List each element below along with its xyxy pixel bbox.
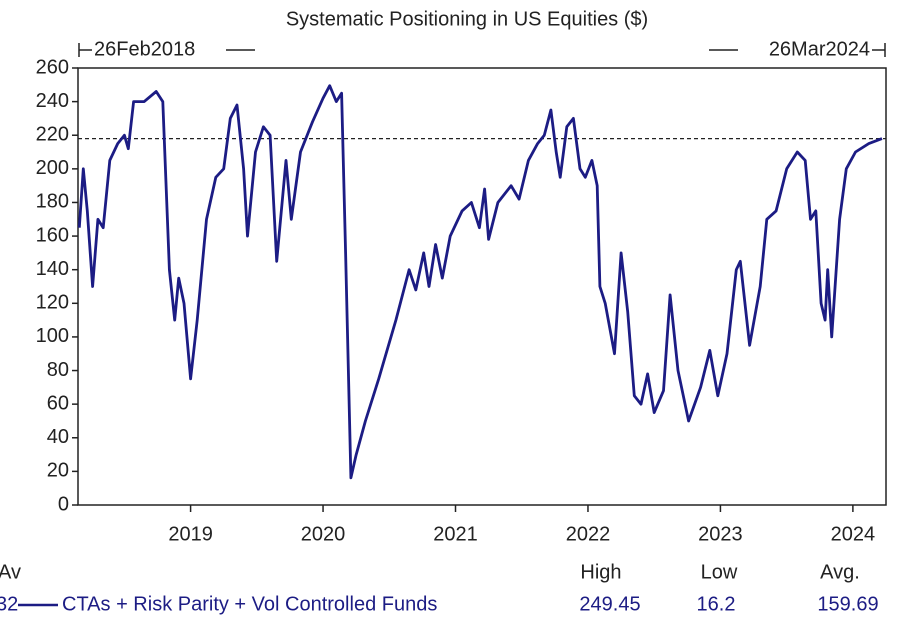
cropped-label: 32 bbox=[0, 593, 18, 615]
x-tick-label: 2022 bbox=[566, 523, 611, 545]
y-tick-label: 240 bbox=[36, 90, 69, 112]
chart-title: Systematic Positioning in US Equities ($… bbox=[286, 8, 648, 30]
y-tick-label: 220 bbox=[36, 124, 69, 146]
stat-header: Low bbox=[701, 561, 738, 583]
stat-value: 16.2 bbox=[697, 593, 736, 615]
x-tick-label: 2024 bbox=[831, 523, 876, 545]
start-label: 26Feb2018 bbox=[94, 38, 195, 60]
stat-header: High bbox=[580, 561, 621, 583]
y-tick-label: 0 bbox=[58, 493, 69, 515]
start-bracket bbox=[78, 43, 255, 57]
y-tick-label: 80 bbox=[47, 359, 69, 381]
y-tick-label: 140 bbox=[36, 258, 69, 280]
x-tick-label: 2023 bbox=[698, 523, 743, 545]
y-tick-label: 120 bbox=[36, 292, 69, 314]
x-tick-label: 2021 bbox=[433, 523, 478, 545]
y-tick-label: 160 bbox=[36, 224, 69, 246]
y-tick-label: 260 bbox=[36, 56, 69, 78]
y-tick-label: 20 bbox=[47, 460, 69, 482]
x-tick-label: 2019 bbox=[168, 523, 213, 545]
y-tick-label: 180 bbox=[36, 191, 69, 213]
end-label: 26Mar2024 bbox=[769, 38, 870, 60]
y-tick-label: 100 bbox=[36, 325, 69, 347]
plot-area bbox=[77, 67, 887, 506]
y-tick-label: 40 bbox=[47, 426, 69, 448]
legend-label: CTAs + Risk Parity + Vol Controlled Fund… bbox=[62, 593, 437, 615]
stat-value: 159.69 bbox=[817, 593, 878, 615]
y-tick-label: 60 bbox=[47, 392, 69, 414]
cropped-label: Av bbox=[0, 561, 21, 583]
y-tick-label: 200 bbox=[36, 157, 69, 179]
series-line bbox=[77, 84, 883, 480]
end-bracket bbox=[709, 43, 886, 57]
x-tick-label: 2020 bbox=[301, 523, 346, 545]
stat-value: 249.45 bbox=[579, 593, 640, 615]
stat-header: Avg. bbox=[820, 561, 860, 583]
